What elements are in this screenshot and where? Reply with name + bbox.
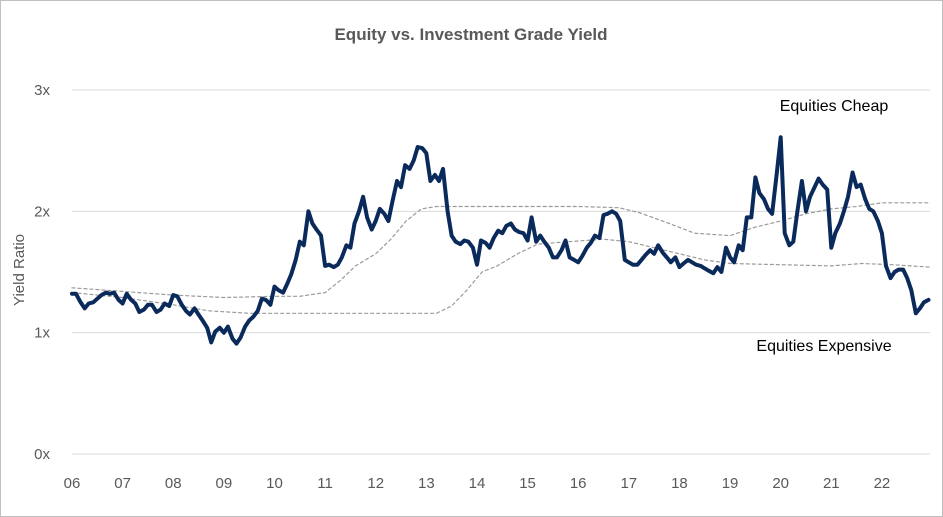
y-tick-labels: 0x 1x 2x 3x [34, 82, 50, 463]
x-tick-6: 12 [367, 475, 384, 492]
x-tick-9: 15 [519, 475, 536, 492]
series-lines [70, 135, 931, 346]
y-tick-2: 2x [34, 203, 50, 220]
y-tick-3: 3x [34, 82, 50, 99]
gridlines [72, 89, 930, 455]
x-tick-3: 09 [216, 475, 233, 492]
x-tick-12: 18 [671, 475, 688, 492]
chart-title: Equity vs. Investment Grade Yield [334, 25, 607, 44]
x-tick-14: 20 [772, 475, 789, 492]
series-lower-band [71, 238, 931, 314]
series-upper-band [71, 202, 931, 299]
x-tick-8: 14 [469, 475, 486, 492]
x-tick-10: 16 [570, 475, 587, 492]
annotation-equities-cheap: Equities Cheap [780, 98, 889, 115]
y-axis-label: Yield Ratio [11, 234, 28, 306]
x-tick-5: 11 [317, 475, 333, 492]
x-tick-15: 21 [823, 475, 840, 492]
x-tick-16: 22 [874, 475, 891, 492]
x-tick-4: 10 [266, 475, 283, 492]
x-tick-11: 17 [620, 475, 637, 492]
x-tick-7: 13 [418, 475, 435, 492]
x-tick-0: 06 [64, 475, 81, 492]
series-yield-ratio [70, 135, 931, 346]
x-tick-labels: 06 07 08 09 10 11 12 13 14 15 16 17 18 19 20 21 22 [64, 475, 891, 492]
annotation-equities-expensive: Equities Expensive [756, 338, 891, 355]
x-tick-13: 19 [722, 475, 739, 492]
x-tick-1: 07 [114, 475, 131, 492]
x-tick-2: 08 [165, 475, 182, 492]
y-tick-1: 1x [34, 325, 50, 342]
y-tick-0: 0x [34, 446, 50, 463]
